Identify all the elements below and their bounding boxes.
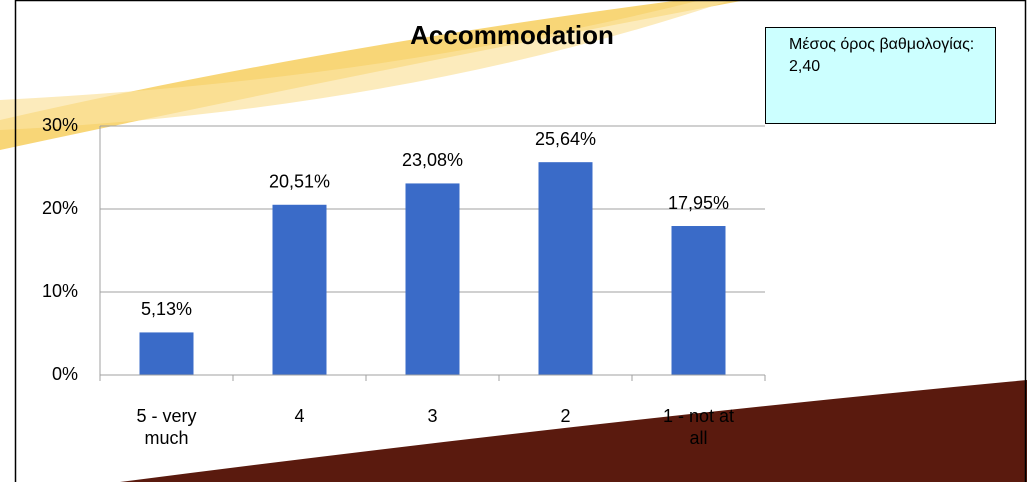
y-tick-label: 0% [52,364,78,384]
bar [405,183,460,375]
data-label: 25,64% [535,129,596,149]
x-tick-label-box: 1 - not at all [662,406,735,448]
x-tick-label-box: 2 [560,406,571,426]
x-tick-label: 5 - very much [136,406,197,448]
x-tick-label: 4 [294,406,305,426]
data-label: 20,51% [269,172,330,192]
y-tick-label: 10% [42,281,78,301]
y-tick-label: 20% [42,198,78,218]
x-tick-label: 1 - not at all [662,406,735,448]
x-tick-label-box: 3 [427,406,438,426]
frame [14,0,1027,482]
decor-swoosh [0,0,731,130]
data-label: 23,08% [402,150,463,170]
data-label: 17,95% [668,193,729,213]
annotation-box [765,27,996,124]
y-tick-label: 30% [42,115,78,135]
bar [538,162,593,375]
decor-band [120,380,1027,482]
x-tick-label: 3 [427,406,438,426]
bar [139,332,194,375]
x-tick-label: 2 [560,406,571,426]
x-tick-label-box: 4 [294,406,305,426]
bar [272,204,327,375]
data-label: 5,13% [141,299,192,319]
annotation: Μέσος όρος βαθμολογίας: 2,40 [789,36,975,75]
bar [671,226,726,375]
x-tick-label-box: 5 - very much [136,406,197,448]
chart-title: Accommodation [410,20,614,50]
annotation-text: Μέσος όρος βαθμολογίας: 2,40 [789,36,975,75]
